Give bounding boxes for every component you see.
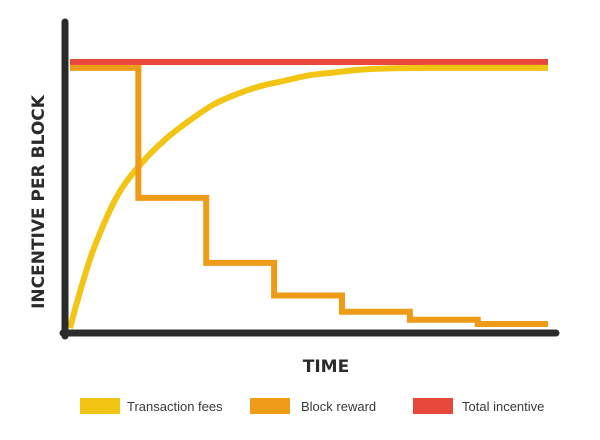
legend-item-block-reward: Block reward xyxy=(250,398,376,414)
legend-label: Transaction fees xyxy=(127,399,223,414)
x-axis-title: TIME xyxy=(303,357,349,377)
legend: Transaction fees Block reward Total incent… xyxy=(80,398,544,414)
y-axis-title: INCENTIVE PER BLOCK xyxy=(29,94,49,309)
legend-item-total-incentive: Total incentive xyxy=(413,398,544,414)
legend-label: Block reward xyxy=(301,399,376,414)
legend-label: Total incentive xyxy=(462,399,544,414)
legend-swatch xyxy=(250,398,290,414)
legend-item-transaction-fees: Transaction fees xyxy=(80,398,223,414)
plot-lines xyxy=(67,59,548,329)
legend-swatch xyxy=(80,398,120,414)
series-line-block-reward xyxy=(70,64,548,328)
series-line-transaction-fees xyxy=(67,64,548,329)
legend-swatch xyxy=(413,398,453,414)
